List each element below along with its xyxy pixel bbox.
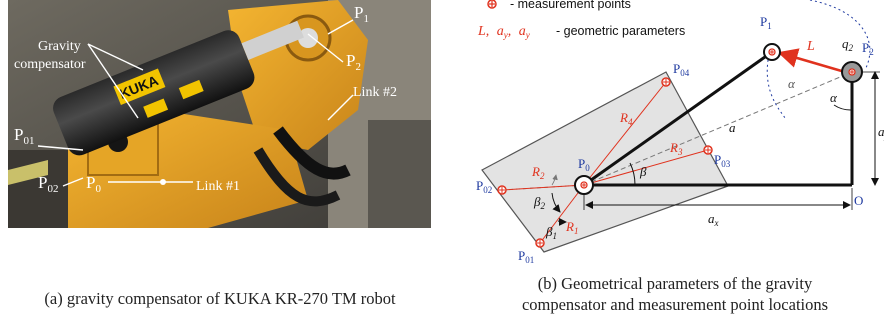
label-R1: R1 xyxy=(565,219,578,236)
label-a: a xyxy=(729,120,736,135)
label-alpha-1: α xyxy=(788,76,796,91)
legend-params-text: - geometric parameters xyxy=(556,24,685,38)
radius-R2 xyxy=(501,184,585,191)
label-beta: β xyxy=(639,164,647,179)
L-arrow xyxy=(777,48,846,74)
gravity-label-line1: Gravity xyxy=(38,39,81,54)
point-p0 xyxy=(580,181,588,189)
measurement-points xyxy=(497,48,856,248)
p1-leader xyxy=(327,19,354,35)
caption-b-line1: (b) Geometrical parameters of the gravit… xyxy=(537,274,813,293)
photo-label-p01: P01 xyxy=(14,125,34,147)
geometry-diagram: - measurement points L, ay, ay - geometr… xyxy=(476,0,884,265)
point-labels: P1 P2 P04 P03 P02 P01 P0 O xyxy=(476,14,874,265)
radius-labels: R1 R2 R3 R4 xyxy=(531,110,683,236)
legend-params-symbols: L, ay, ay xyxy=(477,24,530,40)
label-P04: P04 xyxy=(673,61,690,78)
beta-arc xyxy=(629,162,636,186)
radius-R4 xyxy=(583,81,667,186)
param-labels: L q2 α α a β β2 β1 ay ax xyxy=(533,36,884,241)
alpha-arc xyxy=(833,104,853,111)
label-R2: R2 xyxy=(531,164,545,181)
label-P0: P0 xyxy=(578,156,590,173)
photo-label-p02: P02 xyxy=(38,173,58,195)
compensator-body xyxy=(481,71,729,253)
compensator-leader xyxy=(87,43,144,71)
radius-R1 xyxy=(539,184,585,244)
radius-R3 xyxy=(583,149,709,186)
label-R4: R4 xyxy=(619,110,633,127)
point-p02 xyxy=(497,185,507,195)
robot-photo: KUKA P1 P2 P01 P02 P0 Gravity co xyxy=(8,0,431,228)
point-p2 xyxy=(848,68,856,76)
label-P03: P03 xyxy=(714,152,731,169)
label-beta1: β1 xyxy=(545,224,557,241)
link1-label: Link #1 xyxy=(196,179,240,194)
photo-labels: P1 P2 P01 P02 P0 xyxy=(14,3,369,195)
label-ay: ay xyxy=(878,124,884,141)
label-P2: P2 xyxy=(862,40,874,57)
photo-text-labels: Gravity compensator Link #2 Link #1 xyxy=(14,39,397,194)
label-R3: R3 xyxy=(669,140,683,157)
point-p01 xyxy=(535,238,545,248)
label-P02: P02 xyxy=(476,178,492,195)
photo-label-p2: P2 xyxy=(346,51,361,73)
small-arc xyxy=(551,174,558,186)
caption-b: (b) Geometrical parameters of the gravit… xyxy=(470,273,880,315)
label-beta2: β2 xyxy=(533,194,545,211)
point-p03 xyxy=(703,145,713,155)
label-ax: ax xyxy=(708,211,719,228)
p02-leader xyxy=(62,177,84,187)
legend-point-icon xyxy=(487,0,497,9)
beta2-arc xyxy=(551,192,561,213)
label-L: L xyxy=(806,39,815,54)
point-p04 xyxy=(661,77,671,87)
point-p1 xyxy=(768,48,776,56)
legend: - measurement points L, ay, ay - geometr… xyxy=(477,0,685,40)
p01-leader xyxy=(37,145,84,151)
p2-leader xyxy=(307,33,344,63)
label-P01: P01 xyxy=(518,248,534,265)
legend-point-text: - measurement points xyxy=(510,0,631,11)
link1-dot xyxy=(160,179,166,185)
label-alpha-2: α xyxy=(830,90,838,105)
label-q2: q2 xyxy=(842,36,854,53)
gravity-label-line2: compensator xyxy=(14,57,86,72)
radii xyxy=(501,81,709,244)
caption-b-line2: compensator and measurement point locati… xyxy=(521,295,829,314)
rotation-arc-2 xyxy=(766,49,786,119)
label-O: O xyxy=(854,193,863,208)
beta1-arc xyxy=(557,217,567,226)
photo-label-p1: P1 xyxy=(354,3,369,25)
dashed-axis-a xyxy=(583,71,853,186)
link2-label: Link #2 xyxy=(353,85,397,100)
link-p0-p1 xyxy=(583,50,773,187)
rotation-arc xyxy=(809,0,871,71)
label-P1: P1 xyxy=(760,14,772,31)
photo-label-p0: P0 xyxy=(86,173,101,195)
caption-a: (a) gravity compensator of KUKA KR-270 T… xyxy=(44,289,396,308)
compensator-leader-2 xyxy=(87,43,139,119)
link2-leader xyxy=(327,94,354,121)
